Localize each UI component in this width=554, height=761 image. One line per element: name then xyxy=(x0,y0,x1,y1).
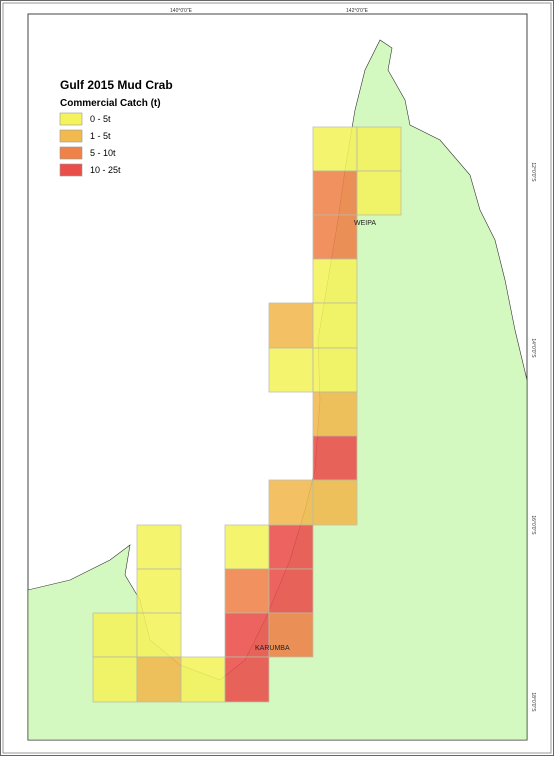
grid-cell xyxy=(268,347,314,393)
latitude-label: 14°0'0"S xyxy=(530,338,536,358)
grid-cell xyxy=(136,612,182,658)
grid-cell xyxy=(312,347,358,393)
grid-cell xyxy=(312,302,358,349)
legend: 0 - 5t 1 - 5t 5 - 10t 10 - 25t xyxy=(59,112,121,177)
grid-cell xyxy=(268,612,314,658)
latitude-label: 16°0'0"S xyxy=(530,515,536,535)
grid-cell xyxy=(136,568,182,614)
legend-swatch xyxy=(59,129,83,143)
grid-cell xyxy=(180,656,226,703)
legend-swatch xyxy=(59,146,83,160)
grid-cell xyxy=(136,524,182,570)
grid-cell xyxy=(268,479,314,526)
grid-cell xyxy=(92,612,138,658)
grid-cell xyxy=(268,524,314,570)
grid-cell xyxy=(224,612,270,658)
grid-cell xyxy=(312,435,358,481)
legend-label: 5 - 10t xyxy=(90,148,116,158)
grid-cell xyxy=(356,170,402,216)
map-title: Gulf 2015 Mud Crab xyxy=(60,78,173,92)
grid-cell xyxy=(268,302,314,349)
legend-label: 1 - 5t xyxy=(90,131,111,141)
legend-swatch xyxy=(59,163,83,177)
grid-cell xyxy=(92,656,138,703)
legend-title: Commercial Catch (t) xyxy=(60,98,161,109)
grid-cell xyxy=(312,214,358,260)
legend-label: 0 - 5t xyxy=(90,114,111,124)
longitude-label: 142°0'0"E xyxy=(346,8,369,14)
latitude-label: 12°0'0"S xyxy=(530,162,536,182)
grid-cell xyxy=(224,656,270,703)
legend-label: 10 - 25t xyxy=(90,165,121,175)
longitude-label: 140°0'0"E xyxy=(170,8,193,14)
grid-cell xyxy=(312,126,358,172)
latitude-label: 18°0'0"S xyxy=(530,692,536,712)
place-label: KARUMBA xyxy=(255,645,290,652)
grid-cell xyxy=(224,568,270,614)
grid-cell xyxy=(312,258,358,304)
grid-cell xyxy=(312,479,358,526)
grid-cell xyxy=(268,568,314,614)
legend-swatch xyxy=(59,112,83,126)
grid-cell xyxy=(136,656,182,703)
catch-grid xyxy=(92,126,402,703)
grid-cell xyxy=(312,391,358,437)
place-label: WEIPA xyxy=(354,220,376,227)
grid-cell xyxy=(224,524,270,570)
grid-cell xyxy=(356,126,402,172)
grid-cell xyxy=(312,170,358,216)
